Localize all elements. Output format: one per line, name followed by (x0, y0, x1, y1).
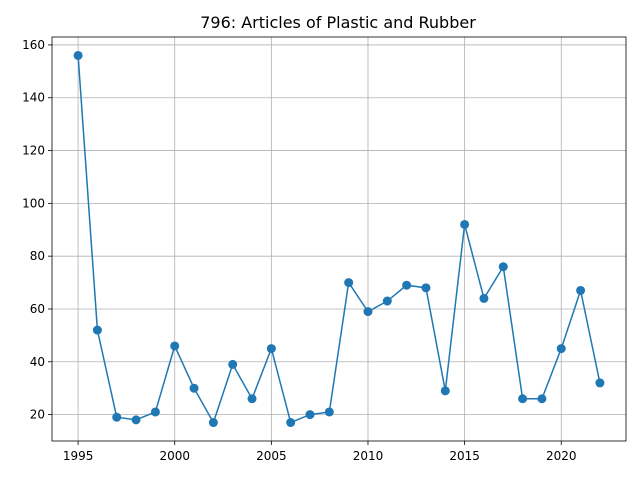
y-tick-label: 80 (30, 249, 45, 263)
data-point (440, 386, 450, 396)
data-point (595, 378, 605, 388)
data-point (556, 344, 566, 354)
x-tick-label: 2015 (449, 449, 480, 463)
data-point (518, 394, 528, 404)
data-point (170, 341, 180, 351)
data-point (92, 325, 102, 335)
y-tick-label: 40 (30, 355, 45, 369)
data-point (363, 307, 373, 317)
y-tick-label: 100 (22, 196, 45, 210)
data-point (228, 359, 238, 369)
series-line (77, 55, 601, 425)
data-point (266, 344, 276, 354)
data-point (286, 418, 296, 428)
y-tick-label: 160 (22, 38, 45, 52)
y-tick-label: 140 (22, 91, 45, 105)
data-point (382, 296, 392, 306)
data-point (498, 262, 508, 272)
data-point (460, 219, 470, 229)
axis-ticks: 1995 2000 2005 2010 2015 20202040608010012014… (22, 38, 576, 463)
data-point (344, 278, 354, 288)
data-point (324, 407, 334, 417)
data-point (402, 280, 412, 290)
x-tick-label: 2000 (159, 449, 190, 463)
y-tick-label: 120 (22, 144, 45, 158)
data-point (305, 410, 315, 420)
data-point (421, 283, 431, 293)
x-tick-label: 2005 (256, 449, 287, 463)
chart-title: 796: Articles of Plastic and Rubber (200, 13, 476, 32)
x-tick-label: 2020 (546, 449, 577, 463)
data-point (576, 285, 586, 295)
grid-lines (52, 37, 626, 441)
x-tick-label: 1995 (63, 449, 94, 463)
data-point (131, 415, 141, 425)
series-line-group (73, 50, 605, 428)
data-point (189, 383, 199, 393)
y-tick-label: 20 (30, 408, 45, 422)
plot-frame (51, 36, 627, 442)
data-point (208, 418, 218, 428)
data-point (537, 394, 547, 404)
data-point (150, 407, 160, 417)
data-point (247, 394, 257, 404)
data-point (112, 412, 122, 422)
data-point (73, 50, 83, 60)
x-tick-label: 2010 (353, 449, 384, 463)
data-point (479, 293, 489, 303)
y-tick-label: 60 (30, 302, 45, 316)
